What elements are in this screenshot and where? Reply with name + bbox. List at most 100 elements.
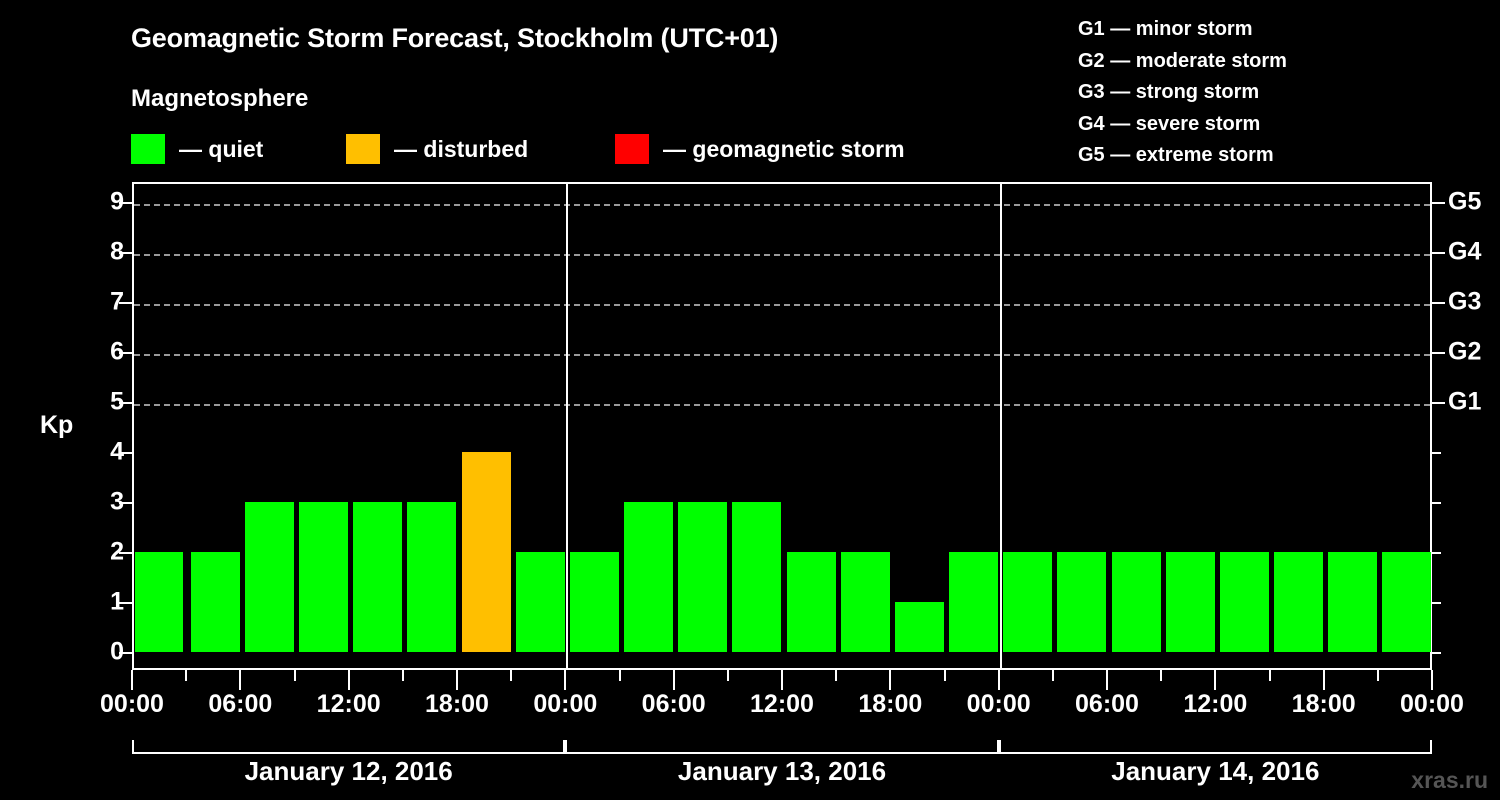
bar <box>1328 552 1378 652</box>
x-tick-label-2: 12:00 <box>316 690 381 718</box>
bar <box>732 502 782 652</box>
bar <box>894 602 944 652</box>
x-tick-label-0: 00:00 <box>100 690 164 718</box>
bar <box>624 502 674 652</box>
x-tick-17 <box>1051 670 1054 681</box>
x-tick-20 <box>1214 670 1217 690</box>
bar <box>1382 552 1432 652</box>
day-separator-2 <box>999 184 1002 668</box>
bar <box>407 502 457 652</box>
legend-label-geomagnetic-storm: — geomagnetic storm <box>663 135 905 162</box>
x-tick-label-5: 06:00 <box>641 690 706 718</box>
x-tick-14 <box>889 670 892 690</box>
y-tick-label-6: 6 <box>110 337 124 366</box>
g-minor-tick-kp-3 <box>1432 502 1441 504</box>
gscale-legend-item-5: G5 — extreme storm <box>1078 144 1274 166</box>
x-tick-22 <box>1322 670 1325 690</box>
bar <box>678 502 728 652</box>
day-separator-1 <box>566 184 569 668</box>
page-title: Geomagnetic Storm Forecast, Stockholm (U… <box>131 23 779 53</box>
day-label-1: January 12, 2016 <box>244 756 453 786</box>
legend-entry-quiet: — quiet <box>131 133 263 165</box>
gscale-legend-item-2: G2 — moderate storm <box>1078 49 1287 72</box>
y-tick-label-9: 9 <box>110 187 124 216</box>
y-tick-5 <box>119 402 132 404</box>
x-tick-2 <box>239 670 242 690</box>
watermark: xras.ru <box>1411 767 1488 793</box>
gscale-legend: G1 — minor storm G2 — moderate storm G3 — … <box>1078 14 1287 172</box>
bar <box>135 552 183 652</box>
x-tick-label-3: 18:00 <box>425 690 489 718</box>
x-tick-label-11: 18:00 <box>1291 690 1356 718</box>
plot-area <box>132 182 1432 670</box>
x-tick-label-8: 00:00 <box>966 690 1031 718</box>
g-minor-tick-kp-0 <box>1432 652 1441 654</box>
bar <box>1165 552 1215 652</box>
gridline-kp-6 <box>134 354 1430 356</box>
day-bracket-2 <box>565 740 999 754</box>
x-tick-5 <box>401 670 404 681</box>
bar <box>786 552 836 652</box>
x-tick-6 <box>456 670 458 690</box>
x-tick-label-7: 18:00 <box>858 690 923 718</box>
bar <box>1219 552 1269 652</box>
y-axis-title: Kp <box>40 411 74 439</box>
y-tick-3 <box>119 502 132 504</box>
y-tick-label-7: 7 <box>110 287 124 316</box>
g-tick-label-G3: G3 <box>1448 287 1482 316</box>
g-tick-G5 <box>1432 202 1445 204</box>
x-tick-label-12: 00:00 <box>1400 690 1464 718</box>
day-label-2: January 13, 2016 <box>677 756 887 786</box>
gridline-kp-7 <box>134 304 1430 306</box>
x-tick-11 <box>726 670 729 681</box>
y-tick-label-8: 8 <box>110 237 124 266</box>
day-bracket-1 <box>132 740 566 754</box>
bar <box>949 552 999 652</box>
y-tick-0 <box>119 652 132 654</box>
gridline-kp-8 <box>134 254 1430 256</box>
x-tick-15 <box>943 670 946 681</box>
bar <box>461 452 511 652</box>
x-tick-10 <box>672 670 675 690</box>
x-tick-9 <box>618 670 621 681</box>
day-bracket-3 <box>998 740 1432 754</box>
y-tick-label-1: 1 <box>110 587 124 616</box>
bar <box>299 502 349 652</box>
y-tick-7 <box>119 302 132 304</box>
x-tick-18 <box>1106 670 1108 690</box>
gscale-legend-item-4: G4 — severe storm <box>1078 112 1261 135</box>
y-tick-label-0: 0 <box>110 637 124 666</box>
x-tick-label-10: 12:00 <box>1183 690 1248 718</box>
x-tick-16 <box>997 670 1000 690</box>
y-tick-9 <box>119 202 132 204</box>
x-tick-label-6: 12:00 <box>750 690 814 718</box>
x-tick-label-9: 06:00 <box>1075 690 1139 718</box>
x-tick-label-4: 00:00 <box>533 690 598 718</box>
g-minor-tick-kp-4 <box>1432 452 1441 454</box>
y-tick-2 <box>119 552 132 554</box>
g-tick-G1 <box>1432 402 1445 404</box>
y-tick-6 <box>119 352 132 354</box>
plot-inner <box>134 184 1432 668</box>
x-tick-24 <box>1431 670 1433 690</box>
day-label-3: January 14, 2016 <box>1111 756 1320 786</box>
g-minor-tick-kp-1 <box>1432 602 1441 604</box>
chart-subtitle: Magnetosphere <box>131 85 309 112</box>
bar <box>353 502 403 652</box>
bar <box>840 552 890 652</box>
y-tick-1 <box>119 602 132 604</box>
y-tick-label-3: 3 <box>110 487 124 516</box>
legend-entry-disturbed: — disturbed <box>346 133 528 165</box>
y-tick-4 <box>119 452 132 454</box>
legend-swatch-quiet <box>131 134 165 164</box>
x-tick-7 <box>510 670 513 681</box>
x-tick-23 <box>1376 670 1379 681</box>
bar <box>515 552 565 652</box>
y-tick-label-4: 4 <box>110 437 124 466</box>
g-minor-tick-kp-2 <box>1432 552 1441 554</box>
g-tick-G2 <box>1432 352 1445 354</box>
legend-label-disturbed: — disturbed <box>394 135 529 162</box>
x-tick-0 <box>131 670 133 690</box>
bar <box>1111 552 1161 652</box>
